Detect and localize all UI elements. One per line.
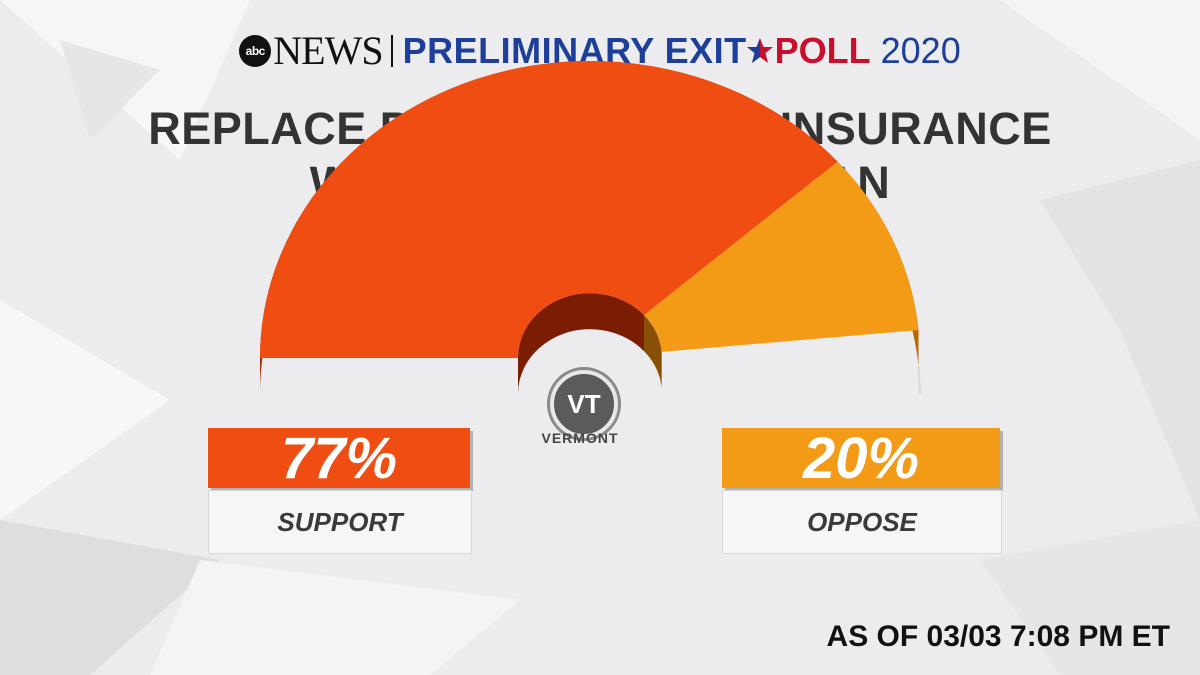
- state-badge: VT: [550, 370, 618, 438]
- news-wordmark: NEWS: [273, 28, 383, 73]
- oppose-slice-inner: [644, 315, 662, 388]
- star-icon: [746, 38, 773, 63]
- support-slice-inner: [518, 293, 645, 394]
- gauge-baseline: [917, 365, 921, 395]
- poll-year: 2020: [880, 30, 961, 71]
- oppose-slice: [644, 161, 919, 352]
- oppose-label: OPPOSE: [722, 490, 1002, 554]
- timestamp: AS OF 03/03 7:08 PM ET: [826, 620, 1170, 653]
- support-label: SUPPORT: [208, 490, 472, 554]
- state-name: VERMONT: [541, 430, 619, 446]
- oppose-value: 20%: [722, 426, 1000, 491]
- support-slice: [260, 61, 838, 359]
- support-value: 77%: [208, 426, 470, 491]
- program-suffix: POLL: [774, 30, 871, 71]
- header-divider: [390, 35, 393, 67]
- abc-logo: abc: [239, 35, 272, 67]
